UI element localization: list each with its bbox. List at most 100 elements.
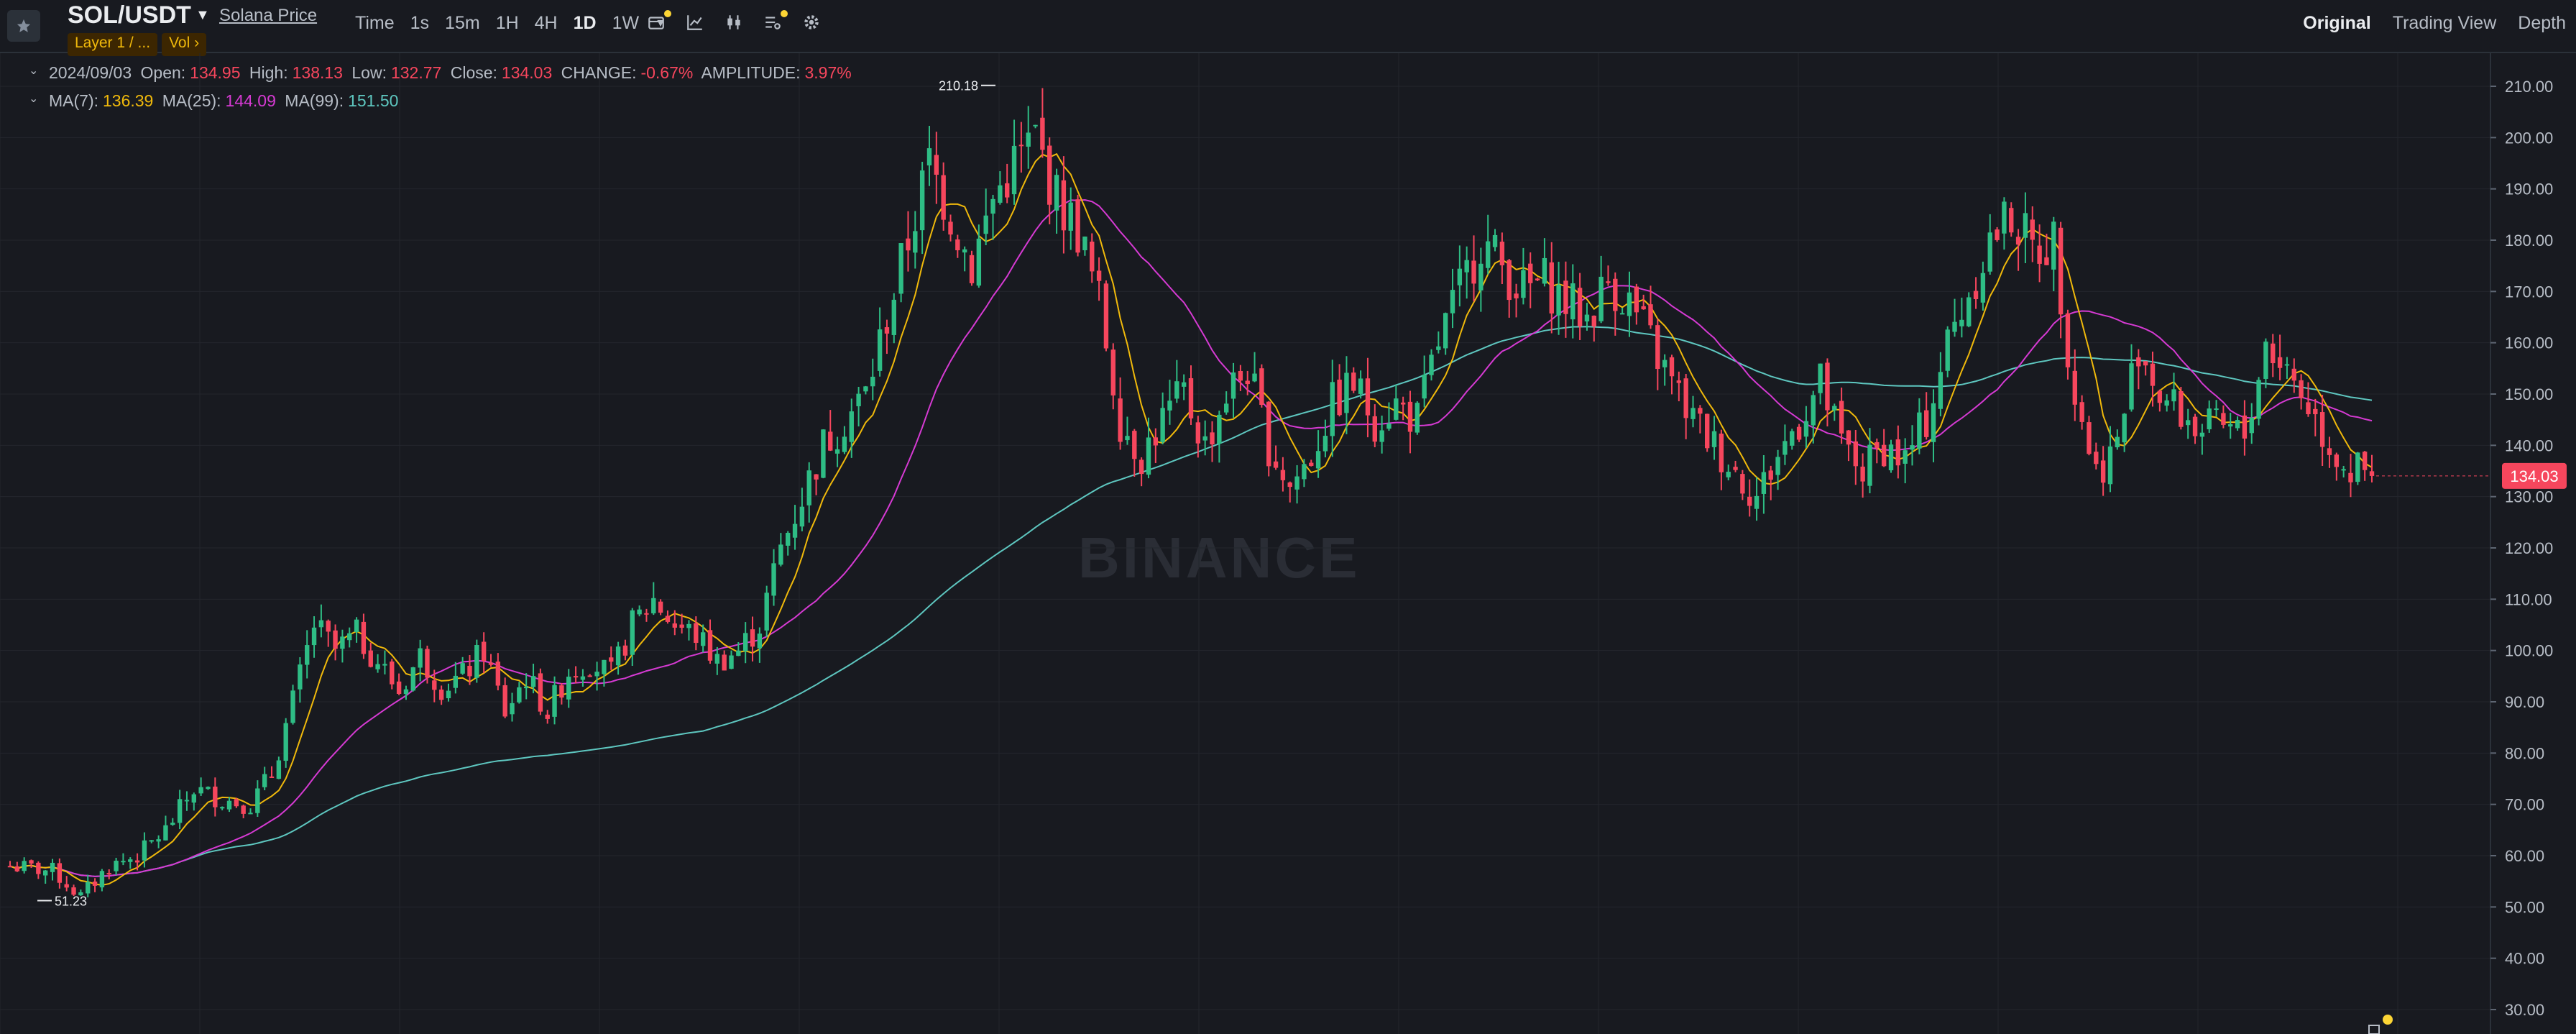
view-depth[interactable]: Depth (2518, 13, 2566, 33)
view-trading-view[interactable]: Trading View (2392, 13, 2497, 33)
price-link[interactable]: Solana Price (219, 6, 318, 25)
indicator-settings-button[interactable] (647, 10, 671, 35)
candle-body (1181, 382, 1187, 387)
candle-body (1888, 444, 1894, 471)
candle-body (2221, 413, 2226, 425)
candle-body (241, 805, 246, 814)
change-label: CHANGE: (561, 63, 637, 82)
favorite-button[interactable] (7, 10, 40, 42)
candle-body (1669, 357, 1675, 377)
candle-body (92, 882, 98, 886)
collapse-icon[interactable]: ⌄ (29, 65, 39, 77)
ohlc-date: 2024/09/03 (49, 63, 132, 82)
candle-body (1719, 434, 1724, 472)
candlestick-chart[interactable]: 210.18 51.23 134.03 210.00 200.00 190.00 180.… (0, 53, 2576, 1034)
interval-1s[interactable]: 1s (410, 13, 430, 33)
candle-body (1733, 467, 1738, 470)
candle-body (1803, 421, 1809, 437)
template-button[interactable] (763, 10, 788, 35)
high-value: 138.13 (292, 63, 343, 82)
candle-body (1174, 381, 1179, 399)
top-toolbar: SOL/USDT ▼ Solana Price Layer 1 / ... Vo… (0, 0, 2576, 56)
candle-body (1443, 313, 1448, 349)
chevron-down-icon[interactable]: ▼ (196, 7, 210, 23)
candle-body (1995, 229, 2000, 240)
candle-body (213, 786, 218, 807)
candle-body (2023, 213, 2028, 238)
candle-body (983, 215, 988, 234)
candle-body (891, 299, 896, 335)
candle-body (1966, 297, 1972, 326)
candle-body (828, 431, 833, 451)
candle-body (2157, 390, 2163, 403)
interval-4h[interactable]: 4H (534, 13, 558, 33)
candle-body (1210, 432, 1215, 445)
candle-body (1895, 439, 1901, 466)
candle-body (1407, 401, 1413, 432)
price-tick-label: 140.00 (2505, 436, 2553, 454)
chart-grid (0, 53, 2490, 1034)
close-value: 134.03 (501, 63, 553, 82)
candle-body (1252, 373, 1257, 382)
interval-15m[interactable]: 15m (445, 13, 480, 33)
interval-time[interactable]: Time (355, 13, 395, 33)
candle-body (580, 676, 586, 680)
candle-body (863, 386, 868, 392)
view-original[interactable]: Original (2303, 13, 2371, 33)
category-tag[interactable]: Layer 1 / ... (68, 33, 158, 56)
candle-body (2115, 436, 2120, 448)
volume-tag[interactable]: Vol › (162, 33, 207, 56)
candle-body (248, 813, 253, 815)
candle-body (1047, 145, 1052, 205)
low-value: 132.77 (390, 63, 442, 82)
candle-body (326, 621, 331, 632)
candle-body (495, 662, 501, 686)
candle-body (884, 327, 890, 334)
price-tick-label: 110.00 (2505, 590, 2552, 608)
candle-body (2277, 357, 2283, 368)
candle-body (276, 760, 282, 779)
collapse-icon[interactable]: ⌄ (29, 93, 39, 105)
candle-body (594, 672, 599, 677)
candle-body (1931, 403, 1936, 442)
open-label: Open: (140, 63, 186, 82)
candle-body (1648, 304, 1653, 326)
price-tick-label: 120.00 (2505, 539, 2553, 557)
ma25-label: MA(25): (162, 91, 221, 110)
interval-1d[interactable]: 1D (573, 13, 597, 33)
candle-body (1379, 430, 1384, 442)
candle-type-button[interactable] (724, 13, 746, 35)
candle-body (128, 859, 133, 862)
candle-body (1768, 470, 1773, 480)
ma7-value: 136.39 (103, 91, 154, 110)
line-chart-button[interactable] (686, 13, 707, 35)
candle-body (2171, 389, 2176, 402)
candle-body (615, 646, 621, 666)
candle-body (2207, 408, 2212, 430)
candle-body (2002, 201, 2007, 234)
candle-body (786, 532, 791, 546)
price-tick-label: 30.00 (2505, 1001, 2544, 1019)
candle-body (453, 675, 459, 688)
candle-body (2015, 237, 2021, 245)
candle-body (149, 840, 154, 842)
candle-body (545, 714, 550, 719)
candle-body (1832, 406, 1837, 411)
high-label: High: (249, 63, 288, 82)
candle-body (1818, 363, 1823, 393)
candle-body (2228, 424, 2233, 427)
settings-button[interactable] (802, 13, 824, 35)
low-marker-label: 51.23 (55, 895, 87, 909)
symbol-title[interactable]: SOL/USDT (68, 1, 191, 29)
candle-body (2164, 400, 2169, 406)
candle-body (311, 627, 317, 646)
interval-1h[interactable]: 1H (495, 13, 519, 33)
candle-body (2079, 402, 2084, 422)
price-tick-label: 60.00 (2505, 847, 2544, 865)
candle-body (354, 619, 359, 632)
candle-body (1188, 378, 1194, 418)
price-tick-label: 190.00 (2505, 180, 2553, 198)
interval-1w[interactable]: 1W (612, 13, 640, 33)
price-tick-label: 50.00 (2505, 898, 2544, 916)
candle-body (2284, 364, 2290, 366)
